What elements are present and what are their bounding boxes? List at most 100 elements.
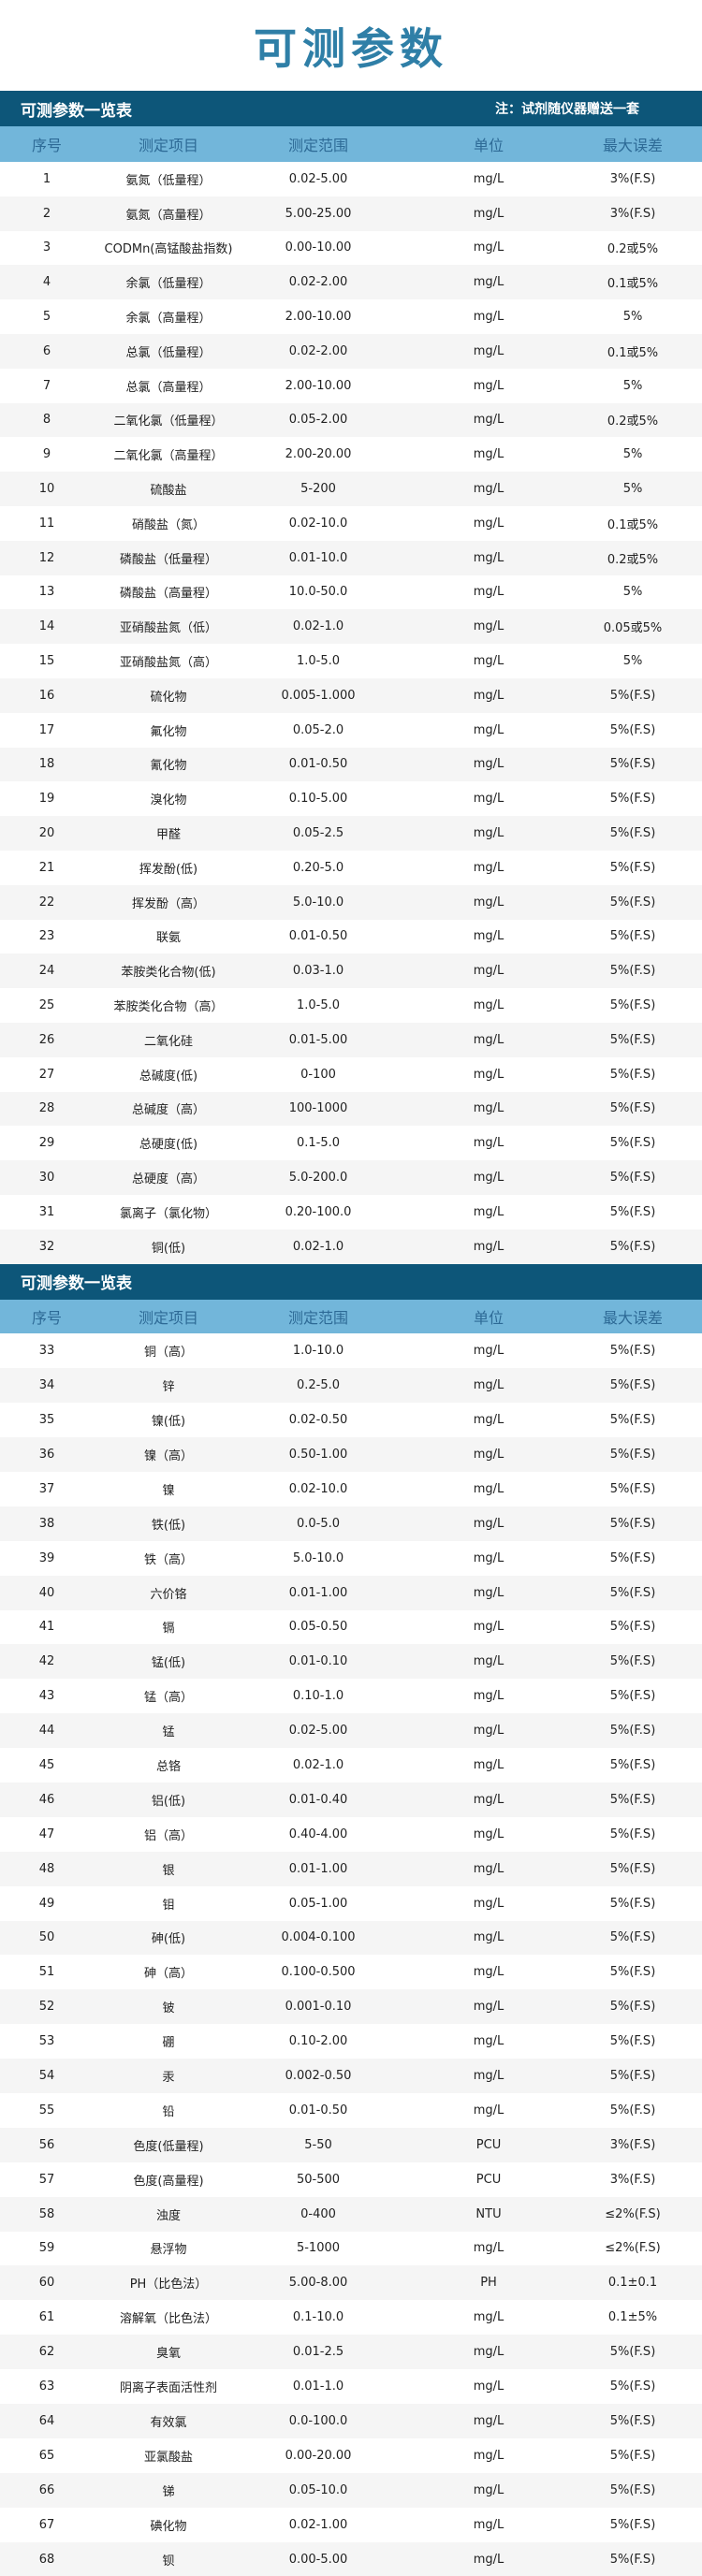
header-unit: 单位 xyxy=(446,133,531,155)
cell-unit: NTU xyxy=(446,2207,531,2221)
cell-unit: mg/L xyxy=(446,1758,531,1772)
cell-index: 56 xyxy=(0,2138,94,2152)
cell-index: 26 xyxy=(0,1033,94,1047)
cell-index: 32 xyxy=(0,1240,94,1254)
cell-unit: mg/L xyxy=(446,1930,531,1944)
cell-index: 12 xyxy=(0,551,94,565)
cell-error: 0.2或5% xyxy=(577,411,689,429)
cell-index: 54 xyxy=(0,2069,94,2083)
cell-unit: mg/L xyxy=(446,723,531,737)
cell-index: 34 xyxy=(0,1378,94,1392)
cell-item: 镍(低) xyxy=(94,1411,243,1429)
cell-range: 5.00-8.00 xyxy=(232,2276,404,2290)
cell-error: 0.2或5% xyxy=(577,549,689,567)
cell-item: 溴化物 xyxy=(94,790,243,808)
cell-item: 氯离子（氯化物） xyxy=(94,1203,243,1221)
cell-unit: mg/L xyxy=(446,517,531,531)
cell-index: 36 xyxy=(0,1448,94,1462)
cell-error: 5% xyxy=(577,310,689,324)
cell-unit: mg/L xyxy=(446,2380,531,2394)
cell-item: 铜（高） xyxy=(94,1342,243,1360)
cell-range: 0-100 xyxy=(232,1068,404,1082)
cell-error: 0.1±0.1 xyxy=(577,2276,689,2290)
cell-index: 30 xyxy=(0,1171,94,1185)
cell-index: 64 xyxy=(0,2414,94,2428)
cell-error: 5%(F.S) xyxy=(577,1171,689,1185)
cell-item: 总氯（低量程） xyxy=(94,342,243,360)
cell-range: 0.1-5.0 xyxy=(232,1136,404,1150)
cell-item: 锰(低) xyxy=(94,1652,243,1670)
cell-range: 1.0-10.0 xyxy=(232,1344,404,1358)
cell-index: 66 xyxy=(0,2483,94,2497)
cell-range: 0.01-10.0 xyxy=(232,551,404,565)
cell-range: 50-500 xyxy=(232,2173,404,2187)
cell-item: 溶解氧（比色法） xyxy=(94,2308,243,2326)
cell-unit: mg/L xyxy=(446,1413,531,1427)
cell-item: 氨氮（低量程） xyxy=(94,170,243,188)
cell-range: 0.01-1.00 xyxy=(232,1862,404,1876)
cell-index: 63 xyxy=(0,2380,94,2394)
cell-item: 总碱度（高） xyxy=(94,1099,243,1117)
cell-index: 42 xyxy=(0,1654,94,1668)
cell-error: 5% xyxy=(577,585,689,599)
cell-index: 17 xyxy=(0,723,94,737)
cell-item: 亚氯酸盐 xyxy=(94,2447,243,2465)
cell-unit: mg/L xyxy=(446,1101,531,1115)
cell-range: 0.01-0.10 xyxy=(232,1654,404,1668)
cell-index: 13 xyxy=(0,585,94,599)
cell-index: 68 xyxy=(0,2553,94,2567)
cell-item: 铍 xyxy=(94,1998,243,2016)
cell-error: 0.1或5% xyxy=(577,273,689,291)
cell-range: 2.00-10.00 xyxy=(232,379,404,393)
cell-index: 21 xyxy=(0,861,94,875)
cell-unit: mg/L xyxy=(446,2553,531,2567)
cell-error: 5%(F.S) xyxy=(577,1793,689,1807)
cell-error: 5%(F.S) xyxy=(577,1136,689,1150)
cell-item: 镉 xyxy=(94,1618,243,1636)
cell-index: 25 xyxy=(0,998,94,1012)
cell-range: 0.005-1.000 xyxy=(232,689,404,703)
cell-item: 钼 xyxy=(94,1895,243,1913)
cell-unit: mg/L xyxy=(446,1551,531,1565)
table-header-row: 序号测定项目测定范围单位最大误差 xyxy=(0,126,702,162)
cell-item: 亚硝酸盐氮（低） xyxy=(94,618,243,635)
cell-unit: mg/L xyxy=(446,895,531,910)
cell-range: 0.02-1.0 xyxy=(232,619,404,633)
cell-range: 0.05-2.5 xyxy=(232,826,404,840)
cell-unit: mg/L xyxy=(446,172,531,186)
cell-error: 5%(F.S) xyxy=(577,2518,689,2532)
cell-error: 5%(F.S) xyxy=(577,2103,689,2118)
cell-range: 5-50 xyxy=(232,2138,404,2152)
cell-range: 0.50-1.00 xyxy=(232,1448,404,1462)
cell-range: 0.01-0.50 xyxy=(232,929,404,943)
cell-index: 35 xyxy=(0,1413,94,1427)
cell-unit: mg/L xyxy=(446,413,531,427)
cell-range: 10.0-50.0 xyxy=(232,585,404,599)
cell-index: 43 xyxy=(0,1689,94,1703)
cell-unit: mg/L xyxy=(446,2518,531,2532)
cell-item: 挥发酚(低) xyxy=(94,859,243,877)
cell-error: 5%(F.S) xyxy=(577,895,689,910)
cell-error: 5%(F.S) xyxy=(577,1689,689,1703)
cell-item: 砷(低) xyxy=(94,1928,243,1946)
cell-unit: mg/L xyxy=(446,1586,531,1600)
cell-error: 5%(F.S) xyxy=(577,792,689,806)
cell-range: 0.00-5.00 xyxy=(232,2553,404,2567)
cell-item: 氟化物 xyxy=(94,721,243,739)
